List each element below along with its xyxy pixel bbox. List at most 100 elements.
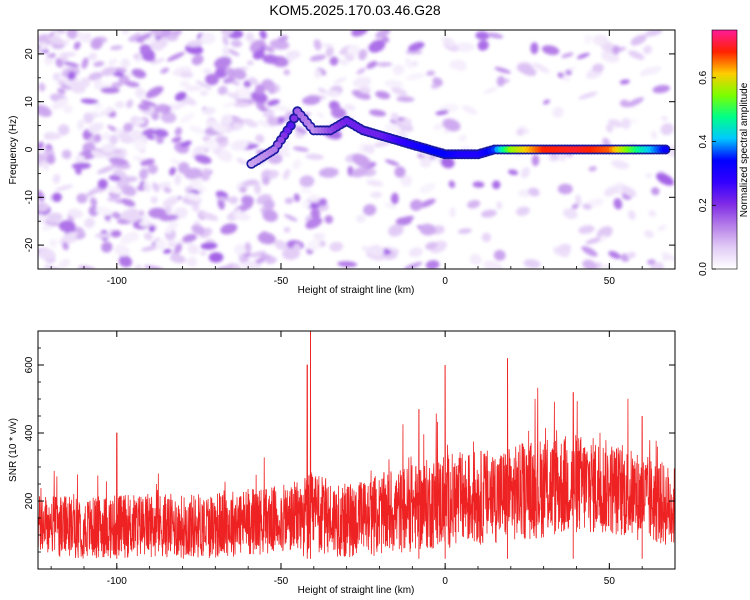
heatmap-noise-blob <box>370 191 383 199</box>
heatmap-noise-blob <box>171 30 182 36</box>
heatmap-noise-blob <box>211 122 228 134</box>
heatmap-noise-blob <box>314 69 322 78</box>
heatmap-noise-blob <box>143 232 153 241</box>
heatmap-noise-blob <box>63 61 80 67</box>
heatmap-noise-blob <box>76 119 85 131</box>
heatmap-noise-blob <box>55 58 64 68</box>
heatmap-noise-blob <box>435 110 449 116</box>
heatmap-noise-blob <box>250 91 268 103</box>
heatmap-noise-blob <box>214 56 232 69</box>
heatmap-noise-blob <box>216 196 232 202</box>
heatmap-noise-blob <box>134 264 143 269</box>
heatmap-noise-blob <box>277 35 289 43</box>
heatmap-noise-blob <box>242 179 258 187</box>
heatmap-noise-blob <box>121 198 136 207</box>
heatmap-noise-blob <box>163 248 172 254</box>
heatmap-noise-blob <box>179 113 195 123</box>
ridge-core-segment <box>284 127 291 134</box>
heatmap-noise-blob <box>155 238 166 251</box>
heatmap-noise-blob <box>38 82 46 92</box>
heatmap-noise-blob <box>299 175 315 188</box>
heatmap-noise-blob <box>493 249 506 261</box>
heatmap-noise-blob <box>283 69 290 76</box>
heatmap-noise-blob <box>142 214 149 226</box>
heatmap-noise-blob <box>381 36 390 43</box>
heatmap-noise-blob <box>337 58 349 66</box>
heatmap-noise-blob <box>169 166 176 176</box>
heatmap-noise-blob <box>135 32 153 42</box>
heatmap-noise-blob <box>269 39 290 50</box>
ridge-core-segment <box>287 122 295 129</box>
heatmap-noise-blob <box>652 84 671 94</box>
heatmap-noise-blob <box>236 87 254 100</box>
heatmap-noise-blob <box>301 200 311 208</box>
heatmap-noise-blob <box>313 232 326 240</box>
heatmap-noise-blob <box>141 245 159 252</box>
heatmap-noise-blob <box>557 72 564 79</box>
heatmap-noise-blob <box>184 44 204 55</box>
heatmap-noise-blob <box>642 45 653 55</box>
heatmap-noise-blob <box>199 90 209 96</box>
snr-x-tick-label: 0 <box>442 576 448 587</box>
heatmap-noise-blob <box>111 211 122 219</box>
heatmap-noise-blob <box>61 149 72 160</box>
heatmap-noise-blob <box>317 87 327 94</box>
heatmap-noise-blob <box>369 109 387 117</box>
heatmap-noise-blob <box>124 81 140 88</box>
heatmap-noise-blob <box>318 167 339 178</box>
heatmap-noise-blob <box>322 43 334 48</box>
heatmap-noise-blob <box>222 46 230 56</box>
heatmap-noise-blob <box>585 237 601 245</box>
heatmap-y-tick-label: -10 <box>24 190 35 205</box>
heatmap-noise-blob <box>114 100 125 109</box>
heatmap-noise-blob <box>58 52 77 57</box>
heatmap-noise-blob <box>153 128 169 138</box>
heatmap-noise-blob <box>62 241 69 251</box>
heatmap-noise-blob <box>375 90 391 100</box>
heatmap-noise-blob <box>263 199 275 211</box>
heatmap-noise-blob <box>483 260 503 269</box>
heatmap-noise-blob <box>541 45 560 55</box>
heatmap-noise-blob <box>199 212 219 221</box>
heatmap-noise-blob <box>96 165 116 174</box>
snr-line-chart: -100 -50 0 50 200 400 600 Height of straight l… <box>8 330 676 596</box>
heatmap-noise-blob <box>368 39 386 53</box>
heatmap-noise-blob <box>337 261 358 268</box>
heatmap-noise-blob <box>552 106 564 118</box>
heatmap-noise-blob <box>496 201 503 210</box>
heatmap-noise-blob <box>225 91 243 101</box>
heatmap-noise-blob <box>140 99 157 107</box>
heatmap-noise-blob <box>619 79 630 85</box>
heatmap-noise-blob <box>93 102 103 110</box>
heatmap-noise-blob <box>106 197 123 202</box>
heatmap-noise-blob <box>130 129 142 142</box>
heatmap-noise-blob <box>262 209 278 222</box>
heatmap-noise-blob <box>294 126 307 135</box>
heatmap-noise-blob <box>239 186 247 194</box>
heatmap-noise-blob <box>264 45 275 53</box>
heatmap-noise-blob <box>344 104 356 111</box>
heatmap-noise-blob <box>187 244 200 255</box>
heatmap-y-tick-label: 0 <box>24 146 35 152</box>
heatmap-noise-blob <box>411 60 418 67</box>
heatmap-noise-blob <box>52 72 61 81</box>
heatmap-y-tick-label: -20 <box>24 237 35 252</box>
heatmap-noise-blob <box>408 41 425 52</box>
heatmap-noise-blob <box>384 202 397 209</box>
heatmap-noise-blob <box>284 197 294 204</box>
colorbar-tick-label: 0.0 <box>698 262 709 276</box>
heatmap-noise-blob <box>358 49 368 61</box>
heatmap-noise-blob <box>604 185 619 197</box>
heatmap-noise-blob <box>160 67 170 74</box>
heatmap-noise-blob <box>329 56 339 66</box>
heatmap-noise-blob <box>492 180 501 190</box>
heatmap-noise-blob <box>232 118 245 124</box>
heatmap-noise-blob <box>329 241 344 252</box>
heatmap-noise-blob <box>58 124 70 136</box>
heatmap-noise-blob <box>192 145 206 156</box>
heatmap-noise-blob <box>643 230 655 239</box>
heatmap-noise-blob <box>433 123 445 130</box>
heatmap-noise-blob <box>647 259 656 265</box>
heatmap-noise-blob <box>571 203 579 210</box>
heatmap-noise-blob <box>432 77 443 87</box>
